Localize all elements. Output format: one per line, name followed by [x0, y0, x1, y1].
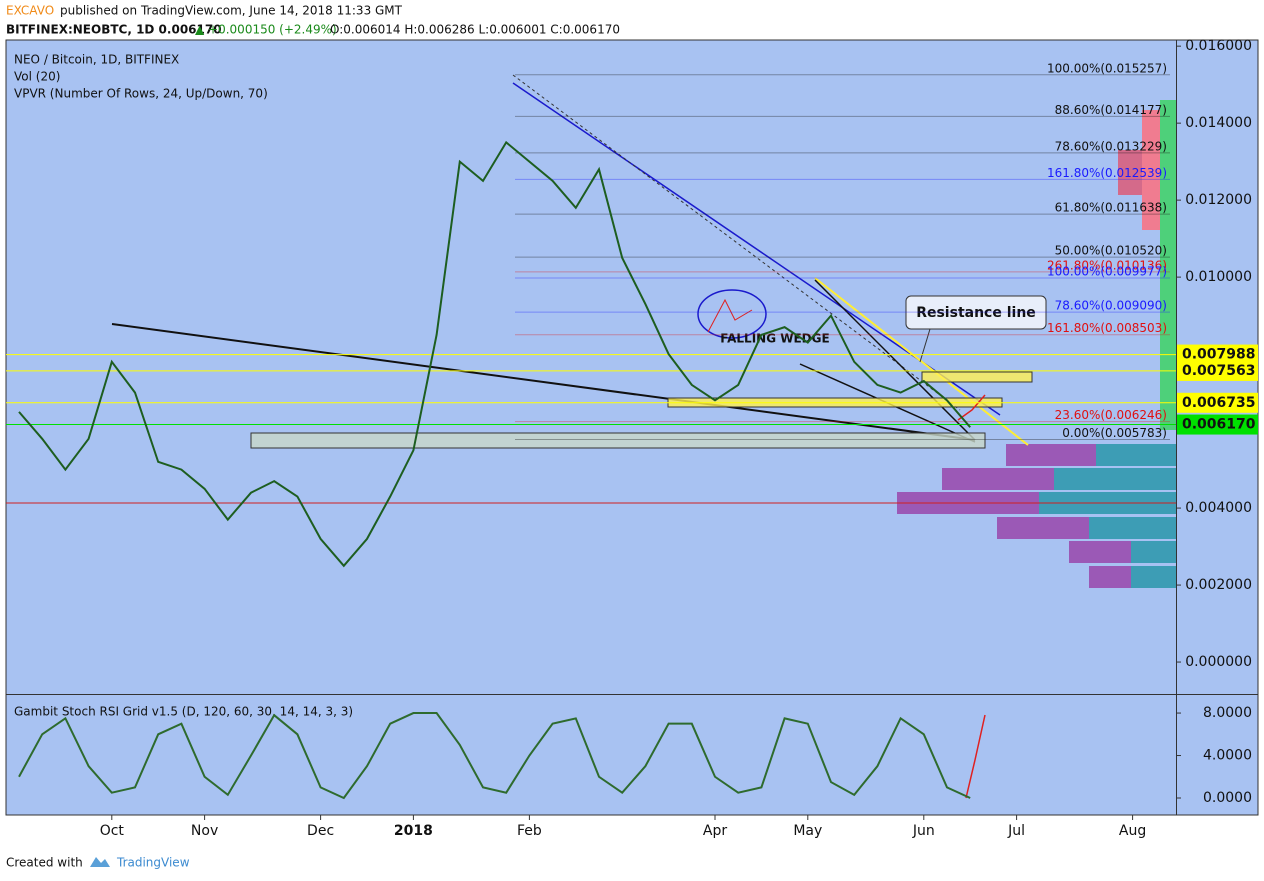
fib-label: 78.60%(0.009090): [1055, 299, 1167, 313]
price-tag-label: 0.006170: [1182, 417, 1256, 433]
fib-label: 78.60%(0.013229): [1055, 139, 1167, 153]
x-tick-label: Dec: [307, 823, 334, 839]
y-tick-label: 0.014000: [1185, 115, 1252, 131]
y-tick-label: 0.002000: [1185, 577, 1252, 593]
x-tick-label: Jul: [1007, 823, 1025, 839]
fib-label: 100.00%(0.009977): [1047, 265, 1167, 279]
fib-label: 50.00%(0.010520): [1055, 244, 1167, 258]
price-tag: [1177, 392, 1258, 413]
x-tick-label: Nov: [191, 823, 218, 839]
fib-label: 161.80%(0.012539): [1047, 166, 1167, 180]
price-tag: [1177, 414, 1258, 435]
author: EXCAVO: [6, 4, 54, 18]
symbol: BITFINEX:NEOBTC, 1D 0.006170: [6, 23, 222, 37]
fib-label: 161.80%(0.008503): [1047, 321, 1167, 335]
y-tick-label: 0.010000: [1185, 269, 1252, 285]
x-tick-label: 2018: [394, 823, 433, 839]
y-tick-label: 0.004000: [1185, 500, 1252, 516]
fib-label: 23.60%(0.006246): [1055, 408, 1167, 422]
x-tick-label: Jun: [912, 823, 935, 839]
x-tick-label: Aug: [1119, 823, 1146, 839]
y-tick-label: 0.012000: [1185, 192, 1252, 208]
legend-item: Vol (20): [14, 70, 60, 84]
x-tick-label: Apr: [703, 823, 727, 839]
price-tag: [1177, 344, 1258, 365]
price-tag-label: 0.006735: [1182, 395, 1256, 411]
published: published on TradingView.com, June 14, 2…: [60, 4, 403, 18]
logo: [90, 857, 110, 867]
price-tag-label: 0.007988: [1182, 347, 1256, 363]
price-tag: [1177, 360, 1258, 381]
series-line: [18, 140, 971, 568]
footer-text: Created with: [6, 856, 83, 870]
legend-item: NEO / Bitcoin, 1D, BITFINEX: [14, 53, 179, 67]
fib-label: 88.60%(0.014177): [1055, 103, 1167, 117]
ohlc: O:0.006014 H:0.006286 L:0.006001 C:0.006…: [330, 23, 620, 37]
volume-profile: [897, 100, 1176, 588]
change: ▲ +0.000150 (+2.49%): [195, 23, 337, 37]
legend-item: VPVR (Number Of Rows, 24, Up/Down, 70): [14, 87, 268, 101]
annotation: Resistance line: [916, 305, 1036, 321]
y-tick-label: 8.0000: [1203, 705, 1252, 721]
fib-label: 0.00%(0.005783): [1062, 426, 1167, 440]
footer-brand[interactable]: TradingView: [116, 856, 190, 870]
x-tick-label: May: [793, 823, 822, 839]
fib-label: 100.00%(0.015257): [1047, 61, 1167, 75]
chart-background: [6, 40, 1258, 815]
y-tick-label: 0.016000: [1185, 38, 1252, 54]
annotation: FALLING WEDGE: [720, 332, 829, 346]
x-tick-label: Oct: [100, 823, 125, 839]
price-tag-label: 0.007563: [1182, 363, 1256, 379]
fib-label: 61.80%(0.011638): [1055, 201, 1167, 215]
y-tick-label: 0.000000: [1185, 654, 1252, 670]
x-tick-label: Feb: [517, 823, 542, 839]
y-tick-label: 4.0000: [1203, 748, 1252, 764]
fib-label: 261.80%(0.010136): [1047, 258, 1167, 272]
y-tick-label: 0.0000: [1203, 790, 1252, 806]
indicator-title: Gambit Stoch RSI Grid v1.5 (D, 120, 60, …: [14, 705, 353, 719]
series-line: [18, 712, 971, 800]
